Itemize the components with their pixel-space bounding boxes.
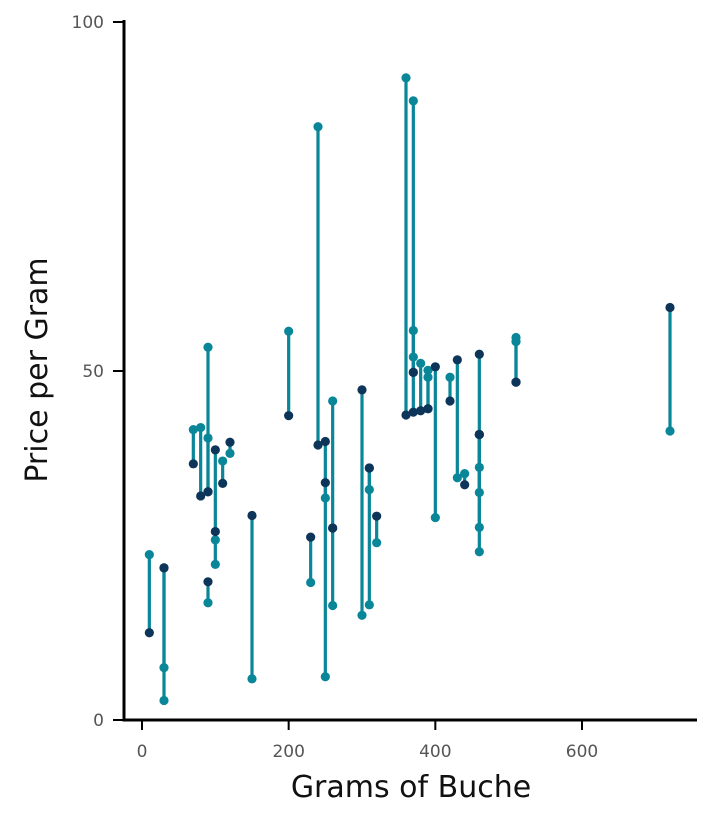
start-point-13 xyxy=(284,411,294,421)
start-point-33 xyxy=(452,355,462,365)
start-point-11 xyxy=(225,437,235,447)
end-point-3 xyxy=(188,425,198,435)
start-point-34 xyxy=(460,480,470,490)
start-point-35 xyxy=(474,349,484,359)
x-tick-label-400: 400 xyxy=(419,742,451,762)
end-point-0 xyxy=(144,549,154,560)
end-point-27 xyxy=(408,352,418,362)
x-tick-label-0: 0 xyxy=(137,742,148,762)
start-point-27 xyxy=(408,367,418,377)
end-point-33 xyxy=(452,473,462,483)
start-point-7 xyxy=(203,577,213,587)
end-point-40 xyxy=(511,332,521,343)
start-point-31 xyxy=(430,362,440,372)
end-point-13 xyxy=(284,326,294,336)
chart-marks xyxy=(144,73,675,706)
end-point-12 xyxy=(247,674,257,684)
start-point-16 xyxy=(320,436,330,447)
end-point-4 xyxy=(196,422,206,433)
start-point-24 xyxy=(401,410,411,420)
start-point-8 xyxy=(210,445,220,455)
end-point-31 xyxy=(430,512,440,523)
start-point-40 xyxy=(511,377,521,387)
y-tick-label-100: 100 xyxy=(72,13,104,33)
start-point-41 xyxy=(665,302,675,313)
end-point-20 xyxy=(357,610,367,620)
y-axis-title: Price per Gram xyxy=(20,257,55,482)
start-point-22 xyxy=(364,463,374,473)
end-point-17 xyxy=(320,493,330,503)
end-point-37 xyxy=(474,487,484,498)
start-point-25 xyxy=(408,407,418,417)
end-point-36 xyxy=(474,462,484,472)
start-point-19 xyxy=(328,523,338,533)
end-point-14 xyxy=(306,577,316,588)
end-point-10 xyxy=(218,456,228,466)
end-point-6 xyxy=(203,433,213,443)
start-point-6 xyxy=(203,487,213,497)
end-point-38 xyxy=(474,522,484,532)
end-point-19 xyxy=(328,600,338,611)
start-point-17 xyxy=(320,478,330,488)
end-point-11 xyxy=(225,448,235,458)
end-point-35 xyxy=(474,547,484,557)
end-point-28 xyxy=(416,358,426,368)
end-point-29 xyxy=(423,365,433,375)
end-point-21 xyxy=(364,485,374,495)
points xyxy=(144,73,675,706)
x-axis-title: Grams of Buche xyxy=(291,770,531,805)
start-point-2 xyxy=(159,563,169,573)
end-point-18 xyxy=(328,396,338,406)
x-tick-label-600: 600 xyxy=(566,742,598,762)
start-point-38 xyxy=(474,429,484,440)
end-point-22 xyxy=(364,600,374,610)
end-point-9 xyxy=(210,535,220,545)
y-tick-label-0: 0 xyxy=(93,711,104,731)
start-point-3 xyxy=(188,459,198,469)
end-point-32 xyxy=(445,372,455,382)
end-point-15 xyxy=(313,122,323,132)
end-point-7 xyxy=(203,598,213,608)
chart-ticks: 0 200 400 600 0 50 100 xyxy=(72,13,599,762)
end-point-5 xyxy=(203,342,213,352)
start-point-14 xyxy=(306,532,316,542)
end-point-26 xyxy=(408,325,418,336)
start-point-20 xyxy=(357,385,367,395)
start-point-15 xyxy=(313,440,323,450)
start-point-30 xyxy=(423,404,433,414)
end-point-23 xyxy=(372,538,382,548)
end-point-2 xyxy=(159,695,169,706)
end-point-25 xyxy=(408,96,418,106)
start-point-32 xyxy=(445,396,455,406)
end-point-30 xyxy=(423,372,433,382)
y-tick-label-50: 50 xyxy=(82,362,104,382)
start-point-10 xyxy=(218,478,228,488)
end-point-41 xyxy=(665,426,675,436)
start-point-28 xyxy=(416,406,426,416)
end-point-16 xyxy=(320,672,330,682)
x-tick-label-200: 200 xyxy=(272,742,304,762)
start-point-9 xyxy=(210,526,220,537)
start-point-0 xyxy=(144,628,154,638)
end-point-8 xyxy=(210,559,220,569)
end-point-1 xyxy=(159,663,169,673)
start-point-4 xyxy=(196,491,206,501)
segments xyxy=(147,77,672,701)
start-point-12 xyxy=(247,510,257,521)
end-point-34 xyxy=(460,469,470,479)
end-point-24 xyxy=(401,73,411,83)
start-point-23 xyxy=(372,511,382,521)
